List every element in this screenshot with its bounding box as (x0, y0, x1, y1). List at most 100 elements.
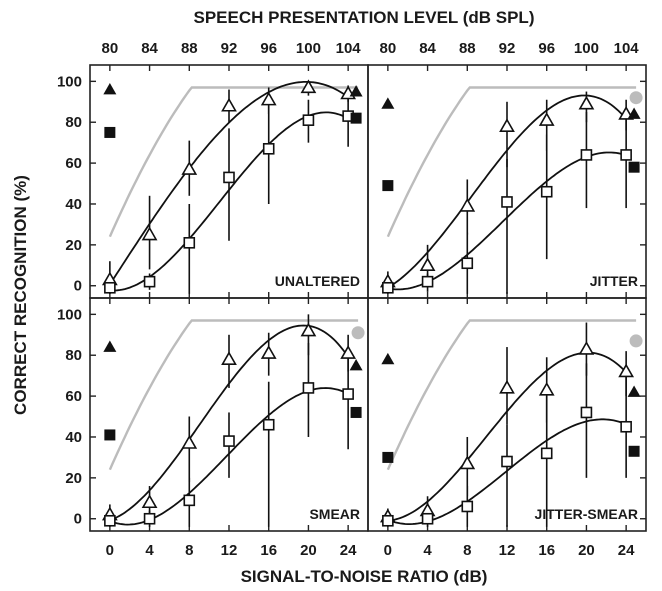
triangle-marker (540, 383, 553, 394)
top-tick-label: 84 (141, 40, 158, 57)
top-tick-label: 88 (181, 40, 198, 57)
triangle-marker (143, 496, 156, 507)
triangle-marker (461, 457, 474, 468)
triangle-marker (262, 347, 275, 358)
y-tick-label: 100 (57, 306, 82, 323)
y-tick-label: 40 (65, 429, 82, 446)
top-tick-label: 96 (538, 40, 555, 57)
triangle-marker (342, 347, 355, 358)
x-tick-label: 20 (578, 542, 595, 559)
square-marker (184, 238, 194, 248)
reference-curve (388, 88, 636, 237)
triangle-marker (223, 353, 236, 364)
x-tick-label: 24 (618, 542, 635, 559)
y-tick-label: 20 (65, 470, 82, 487)
y-tick-label: 80 (65, 114, 82, 131)
x-tick-label: 16 (538, 542, 555, 559)
x-tick-label: 4 (145, 542, 154, 559)
triangle-marker (421, 259, 434, 270)
y-tick-label: 60 (65, 155, 82, 172)
square-marker (383, 516, 393, 526)
gray-circle-marker (352, 326, 365, 339)
gray-circle-marker (630, 91, 643, 104)
top-tick-label: 84 (419, 40, 436, 57)
square-marker (542, 187, 552, 197)
filled-triangle-marker (381, 97, 394, 108)
triangle-marker (540, 114, 553, 125)
triangle-marker (580, 97, 593, 108)
y-tick-label: 0 (74, 278, 82, 295)
x-tick-label: 12 (221, 542, 238, 559)
top-tick-label: 104 (336, 40, 362, 57)
y-tick-label: 20 (65, 237, 82, 254)
filled-square-marker (351, 113, 362, 124)
top-tick-label: 92 (499, 40, 516, 57)
square-marker (105, 283, 115, 293)
top-tick-label: 100 (574, 40, 599, 57)
top-tick-label: 80 (380, 40, 397, 57)
filled-triangle-marker (628, 386, 641, 397)
filled-square-marker (629, 446, 640, 457)
x-tick-label: 12 (499, 542, 516, 559)
filled-square-marker (104, 429, 115, 440)
square-marker (303, 115, 313, 125)
triangle-marker (501, 381, 514, 392)
panel-smear: 0 4 8 12 16 20 24 0 20 40 60 80 100 SMEAR (57, 298, 368, 559)
top-tick-label: 88 (459, 40, 476, 57)
y-tick-label: 40 (65, 196, 82, 213)
triangle-marker (183, 163, 196, 174)
square-marker (343, 389, 353, 399)
square-marker (502, 197, 512, 207)
square-marker (542, 448, 552, 458)
square-marker (264, 420, 274, 430)
top-tick-label: 80 (102, 40, 119, 57)
filled-square-marker (104, 127, 115, 138)
square-marker (105, 516, 115, 526)
x-tick-label: 4 (423, 542, 432, 559)
panel-unaltered: 80 84 88 92 96 100 104 0 20 40 60 80 100 UNALTERED (57, 40, 368, 298)
square-marker (303, 383, 313, 393)
filled-square-marker (382, 180, 393, 191)
square-marker (184, 495, 194, 505)
x-tick-label: 20 (300, 542, 317, 559)
filled-square-marker (382, 452, 393, 463)
square-marker (383, 283, 393, 293)
square-marker (423, 277, 433, 287)
filled-triangle-marker (381, 353, 394, 364)
square-marker (502, 457, 512, 467)
condition-label: JITTER-SMEAR (535, 506, 638, 522)
triangle-marker (580, 343, 593, 354)
panel-jitter: 80 84 88 92 96 100 104 JITTER (368, 40, 646, 298)
triangle-marker (461, 200, 474, 211)
reference-curve (388, 321, 636, 470)
square-marker (224, 436, 234, 446)
square-marker (621, 422, 631, 432)
x-tick-label: 8 (185, 542, 193, 559)
top-tick-label: 104 (614, 40, 640, 57)
condition-label: UNALTERED (275, 273, 360, 289)
y-axis-title: CORRECT RECOGNITION (%) (11, 175, 30, 415)
filled-square-marker (351, 407, 362, 418)
square-marker (423, 514, 433, 524)
y-tick-label: 80 (65, 347, 82, 364)
top-tick-label: 96 (260, 40, 277, 57)
square-marker (581, 407, 591, 417)
y-tick-label: 0 (74, 511, 82, 528)
x-tick-label: 0 (384, 542, 392, 559)
gray-circle-marker (630, 334, 643, 347)
square-marker (581, 150, 591, 160)
square-marker (621, 150, 631, 160)
filled-triangle-marker (103, 83, 116, 94)
top-tick-label: 92 (221, 40, 238, 57)
square-marker (145, 514, 155, 524)
square-marker (224, 172, 234, 182)
square-marker (264, 144, 274, 154)
x-tick-label: 0 (106, 542, 114, 559)
top-tick-label: 100 (296, 40, 321, 57)
condition-label: SMEAR (309, 506, 360, 522)
x-tick-label: 24 (340, 542, 357, 559)
y-tick-label: 100 (57, 73, 82, 90)
square-marker (462, 501, 472, 511)
